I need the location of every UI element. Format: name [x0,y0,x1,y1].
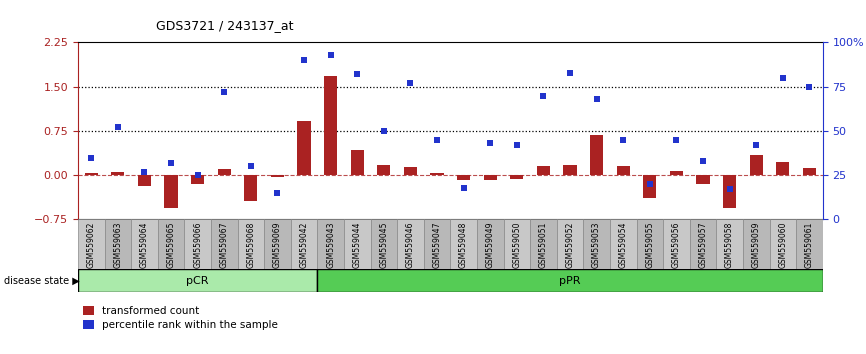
Text: pCR: pCR [186,275,209,286]
Bar [297,121,311,175]
Text: GSM559065: GSM559065 [166,222,176,268]
Text: GSM559046: GSM559046 [406,222,415,268]
Text: GSM559062: GSM559062 [87,222,96,268]
FancyBboxPatch shape [158,219,184,269]
Text: disease state ▶: disease state ▶ [4,275,80,285]
Text: GSM559056: GSM559056 [672,222,681,268]
Bar [85,173,98,175]
Text: pPR: pPR [559,275,581,286]
Bar [483,175,497,180]
FancyBboxPatch shape [371,219,397,269]
Bar [404,167,417,175]
FancyBboxPatch shape [184,219,211,269]
Bar [750,155,763,175]
Text: GSM559049: GSM559049 [486,222,494,268]
Text: GSM559048: GSM559048 [459,222,469,268]
FancyBboxPatch shape [237,219,264,269]
Bar [564,165,577,175]
Text: GSM559058: GSM559058 [725,222,734,268]
FancyBboxPatch shape [530,219,557,269]
Bar [271,175,284,177]
Text: GSM559042: GSM559042 [300,222,308,268]
FancyBboxPatch shape [423,219,450,269]
FancyBboxPatch shape [397,219,423,269]
Bar [457,175,470,180]
Bar [803,168,816,175]
Text: GSM559069: GSM559069 [273,222,282,268]
FancyBboxPatch shape [796,219,823,269]
FancyBboxPatch shape [716,219,743,269]
Bar [643,175,656,198]
FancyBboxPatch shape [637,219,663,269]
FancyBboxPatch shape [78,219,105,269]
FancyBboxPatch shape [131,219,158,269]
FancyBboxPatch shape [743,219,770,269]
FancyBboxPatch shape [584,219,610,269]
Bar [776,162,790,175]
FancyBboxPatch shape [317,269,823,292]
Bar [696,175,709,184]
Text: GSM559047: GSM559047 [432,222,442,268]
Bar [111,172,125,175]
Bar [723,175,736,208]
Bar [191,175,204,184]
FancyBboxPatch shape [317,219,344,269]
FancyBboxPatch shape [450,219,477,269]
Text: GSM559060: GSM559060 [779,222,787,268]
Bar [669,171,683,175]
Bar [217,169,231,175]
Text: GSM559055: GSM559055 [645,222,655,268]
FancyBboxPatch shape [105,219,131,269]
Text: GSM559061: GSM559061 [805,222,814,268]
Bar [590,135,604,175]
FancyBboxPatch shape [264,219,291,269]
Bar [510,175,523,179]
FancyBboxPatch shape [477,219,503,269]
Text: GDS3721 / 243137_at: GDS3721 / 243137_at [156,19,294,32]
Bar [165,175,178,208]
Text: GSM559051: GSM559051 [539,222,548,268]
FancyBboxPatch shape [770,219,796,269]
Bar [351,150,364,175]
Bar [537,166,550,175]
FancyBboxPatch shape [663,219,689,269]
Text: GSM559054: GSM559054 [618,222,628,268]
FancyBboxPatch shape [689,219,716,269]
FancyBboxPatch shape [78,269,317,292]
FancyBboxPatch shape [503,219,530,269]
Text: GSM559066: GSM559066 [193,222,202,268]
Bar [378,165,391,175]
Bar [138,175,151,186]
Text: GSM559044: GSM559044 [352,222,362,268]
Text: GSM559068: GSM559068 [246,222,255,268]
Legend: transformed count, percentile rank within the sample: transformed count, percentile rank withi… [83,306,278,330]
FancyBboxPatch shape [211,219,237,269]
FancyBboxPatch shape [291,219,317,269]
Bar [617,166,630,175]
FancyBboxPatch shape [610,219,637,269]
Text: GSM559059: GSM559059 [752,222,760,268]
Text: GSM559045: GSM559045 [379,222,388,268]
FancyBboxPatch shape [557,219,584,269]
FancyBboxPatch shape [344,219,371,269]
Text: GSM559043: GSM559043 [326,222,335,268]
Text: GSM559063: GSM559063 [113,222,122,268]
Bar [430,173,443,175]
Text: GSM559053: GSM559053 [592,222,601,268]
Bar [244,175,257,201]
Text: GSM559064: GSM559064 [140,222,149,268]
Text: GSM559057: GSM559057 [699,222,708,268]
Bar [324,76,337,175]
Text: GSM559067: GSM559067 [220,222,229,268]
Text: GSM559050: GSM559050 [513,222,521,268]
Text: GSM559052: GSM559052 [565,222,574,268]
